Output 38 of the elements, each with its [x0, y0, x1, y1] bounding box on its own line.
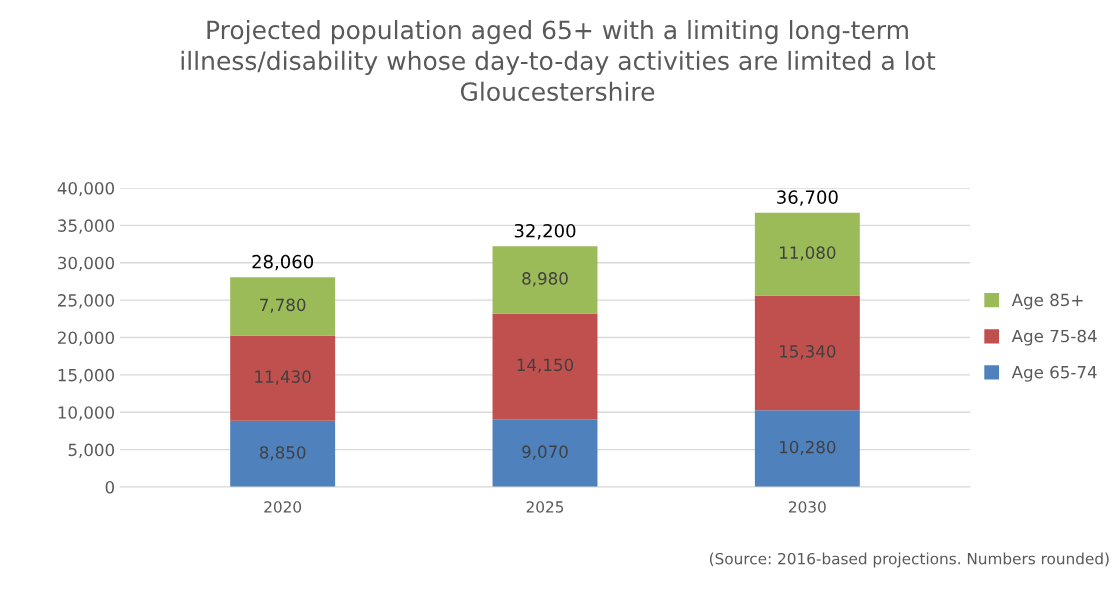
legend-label: Age 85+	[1011, 293, 1083, 310]
x-tick-label: 2025	[526, 501, 564, 513]
data-label: 11,430	[255, 370, 311, 385]
y-tick-label: 5,000	[68, 443, 115, 458]
y-tick-label: 20,000	[58, 331, 115, 346]
bar	[754, 212, 860, 296]
y-tick-label: 0	[105, 480, 115, 494]
data-label: 10,280	[780, 440, 836, 456]
y-tick-label: 30,000	[58, 256, 115, 272]
data-label: 7,780	[260, 298, 306, 313]
data-label: 8,980	[522, 272, 568, 287]
text: (Source: 2016-based projections. Numbers rounded)	[709, 552, 1109, 568]
data-label: 9,070	[522, 445, 568, 460]
bar	[492, 313, 598, 420]
bar	[754, 410, 860, 487]
bar	[492, 419, 598, 487]
y-tick-label: 25,000	[58, 294, 115, 309]
data-label: 15,340	[780, 345, 836, 360]
total-label: 32,200	[514, 223, 576, 240]
y-tick-label: 10,000	[58, 406, 115, 421]
total-label: 28,060	[252, 254, 314, 271]
x-tick-label: 2020	[264, 501, 302, 513]
bar	[754, 295, 860, 411]
bar	[230, 335, 336, 421]
data-label: 11,080	[780, 246, 836, 261]
total-label: 36,700	[777, 190, 838, 206]
bar	[230, 420, 336, 487]
chart-title: Projected population aged 65+ with a limiting long-term illness/disability whose day-to-day activities are limited a lot Gloucestershire	[181, 20, 936, 102]
legend-label: Age 65-74	[1011, 365, 1097, 382]
legend-label: Age 75-84	[1011, 329, 1097, 346]
y-tick-label: 35,000	[58, 219, 115, 234]
data-label: 14,150	[517, 358, 574, 373]
y-tick-label: 40,000	[57, 181, 115, 197]
bar	[230, 277, 336, 336]
data-label: 8,850	[259, 446, 306, 461]
bar	[492, 246, 598, 314]
x-tick-label: 2030	[789, 501, 826, 513]
y-tick-label: 15,000	[58, 368, 115, 384]
